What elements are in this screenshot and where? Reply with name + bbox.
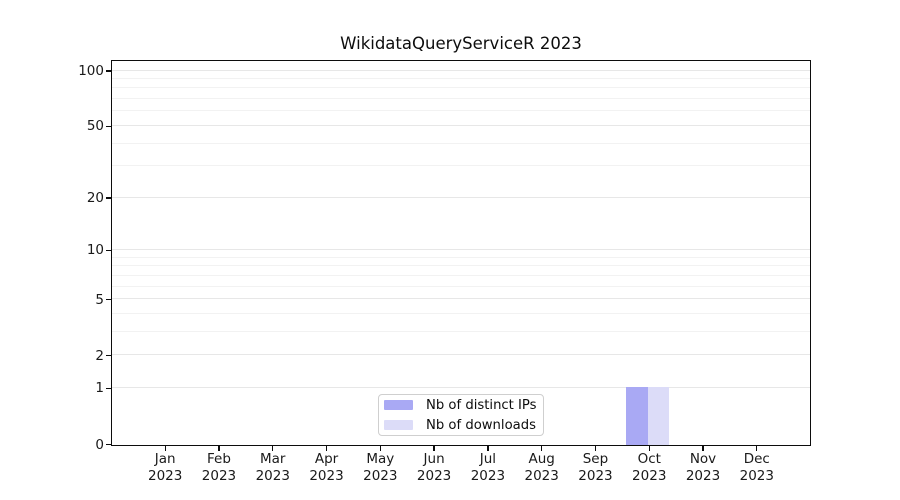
x-tick-label-line: 2023 <box>363 468 398 484</box>
y-gridline-minor <box>112 265 810 267</box>
x-tick-label-line: 2023 <box>578 468 613 484</box>
x-tick-label-line: Jan <box>154 451 176 467</box>
y-gridline-major <box>112 386 810 388</box>
x-tick-label-line: May <box>366 451 395 467</box>
x-tick-label: Oct 2023 <box>613 451 685 485</box>
x-tick-label-line: 2023 <box>685 468 721 484</box>
legend-item-distinct-ips: Nb of distinct IPs <box>384 397 543 414</box>
y-gridline-minor <box>112 87 810 89</box>
x-tick <box>702 445 704 451</box>
x-tick <box>594 445 597 451</box>
plot-area <box>111 60 811 446</box>
x-tick-label-line: 2023 <box>201 468 237 484</box>
x-tick-label-line: 2023 <box>309 468 344 484</box>
x-tick-label-line: Jun <box>423 451 445 467</box>
x-tick-label: Jun 2023 <box>398 451 470 485</box>
x-tick-label-line: Sep <box>582 451 609 467</box>
x-tick <box>487 445 489 451</box>
x-tick <box>164 445 166 451</box>
x-tick-label-line: Nov <box>689 451 717 467</box>
chart-title: WikidataQueryServiceR 2023 <box>340 34 582 53</box>
y-tick-label: 50 <box>86 118 104 135</box>
x-tick <box>648 445 650 451</box>
x-tick-label-line: 2023 <box>632 468 667 484</box>
y-gridline-minor <box>112 274 810 276</box>
x-tick <box>756 445 758 451</box>
y-tick <box>105 125 112 128</box>
x-tick <box>540 445 543 451</box>
x-tick-label-line: 2023 <box>739 468 774 484</box>
x-tick-label-line: 2023 <box>524 468 559 484</box>
legend-item-downloads: Nb of downloads <box>384 417 543 434</box>
x-tick-label: Nov 2023 <box>667 451 739 485</box>
x-tick <box>218 445 220 451</box>
y-gridline-major <box>112 354 810 356</box>
y-gridline-minor <box>112 78 810 80</box>
x-tick-label-line: Dec <box>743 451 770 467</box>
x-tick-label-line: Jul <box>479 451 497 467</box>
x-tick-label-line: Feb <box>207 451 231 467</box>
x-tick-label: Mar 2023 <box>237 451 309 485</box>
x-tick-label: Feb 2023 <box>183 451 255 485</box>
x-tick-label-line: Mar <box>260 451 286 467</box>
x-tick-label-line: Aug <box>528 451 555 467</box>
x-tick-label-line: Oct <box>637 451 661 467</box>
x-tick-label: Jan 2023 <box>129 451 201 485</box>
x-tick-label: Jul 2023 <box>452 451 524 485</box>
y-tick <box>105 443 112 446</box>
y-gridline-minor <box>112 330 810 332</box>
y-tick <box>105 249 112 252</box>
x-tick-label: May 2023 <box>344 451 416 485</box>
x-tick-label-line: Apr <box>314 451 339 467</box>
y-tick-label: 20 <box>86 190 104 207</box>
y-tick-label: 1 <box>95 380 104 397</box>
x-tick-label-line: 2023 <box>148 468 183 484</box>
y-tick-label: 0 <box>95 436 104 453</box>
legend: Nb of distinct IPs Nb of downloads <box>378 394 544 436</box>
x-tick-label-line: 2023 <box>255 468 290 484</box>
y-gridline-minor <box>112 98 810 100</box>
y-tick <box>105 197 112 199</box>
x-tick <box>433 445 435 451</box>
y-gridline-minor <box>112 110 810 112</box>
x-tick-label: Dec 2023 <box>721 451 793 485</box>
y-tick-label: 5 <box>95 291 104 308</box>
x-tick-label-line: 2023 <box>470 468 506 484</box>
legend-swatch-downloads <box>384 420 413 430</box>
x-tick-label: Sep 2023 <box>559 451 631 485</box>
y-tick-label: 100 <box>78 63 104 80</box>
x-tick <box>272 445 274 451</box>
y-tick <box>105 354 112 357</box>
y-gridline-minor <box>112 285 810 287</box>
y-tick <box>105 70 112 72</box>
y-gridline-major <box>112 69 810 71</box>
legend-label-downloads: Nb of downloads <box>426 417 536 433</box>
y-gridline-minor <box>112 142 810 144</box>
y-tick <box>105 298 112 301</box>
x-tick <box>325 445 328 451</box>
y-gridline-minor <box>112 165 810 167</box>
x-tick <box>379 445 382 451</box>
x-tick-label: Apr 2023 <box>291 451 363 485</box>
y-gridline-major <box>112 124 810 126</box>
y-tick <box>105 387 112 390</box>
y-gridline-major <box>112 298 810 300</box>
y-tick-label: 2 <box>95 347 104 364</box>
y-tick-label: 10 <box>86 242 104 259</box>
legend-swatch-distinct-ips <box>384 400 413 410</box>
y-gridline-major <box>112 196 810 198</box>
y-gridline-minor <box>112 312 810 314</box>
y-gridline-minor <box>112 256 810 258</box>
legend-label-distinct-ips: Nb of distinct IPs <box>426 397 537 413</box>
bar-nb-of-distinct-ips-oct-2023 <box>626 386 648 445</box>
x-tick-label-line: 2023 <box>416 468 452 484</box>
bar-nb-of-downloads-oct-2023 <box>647 386 670 445</box>
y-gridline-major <box>112 248 810 250</box>
x-tick-label: Aug 2023 <box>506 451 578 485</box>
